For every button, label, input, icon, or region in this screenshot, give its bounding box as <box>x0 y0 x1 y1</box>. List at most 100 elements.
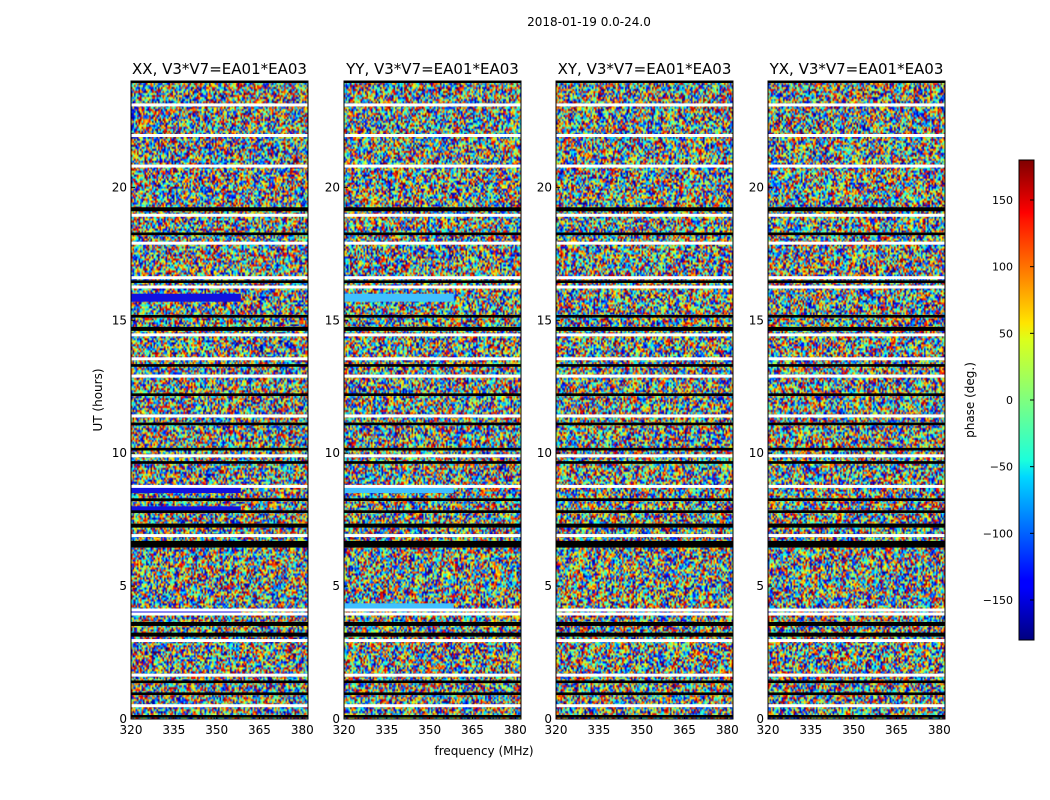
x-tick-label: 380 <box>291 723 314 737</box>
flagged-white-row <box>768 285 945 289</box>
panel-2: YY, V3*V7=EA01*EA03 320 335 350 365 380 0 5 10 15… <box>325 60 527 737</box>
calibrator-band <box>131 293 241 302</box>
flagged-white-row <box>131 534 308 538</box>
calibrator-band <box>344 603 454 611</box>
x-tick-label: 365 <box>885 723 908 737</box>
flagged-black-row <box>556 81 733 83</box>
flagged-white-row <box>768 241 945 245</box>
flagged-black-row <box>344 280 521 284</box>
flagged-white-row <box>768 414 945 418</box>
flagged-white-row <box>556 454 733 458</box>
flagged-black-row <box>344 81 521 83</box>
y-tick-label: 20 <box>537 180 552 194</box>
flagged-black-row <box>344 715 521 718</box>
panel-frame <box>130 80 309 720</box>
flagged-black-row <box>768 621 945 626</box>
flagged-black-row <box>344 540 521 548</box>
flagged-black-row <box>768 715 945 718</box>
flagged-black-row <box>131 715 308 718</box>
flagged-black-row <box>344 461 521 464</box>
flagged-white-row <box>556 534 733 538</box>
x-tick-label: 320 <box>757 723 780 737</box>
panel-title: XX, V3*V7=EA01*EA03 <box>132 60 307 78</box>
y-tick-label: 5 <box>332 579 340 593</box>
flagged-black-row <box>131 81 308 83</box>
x-tick-label: 335 <box>375 723 398 737</box>
calibrator-band <box>131 486 241 494</box>
flagged-white-row <box>131 285 308 289</box>
flagged-black-row <box>556 540 733 548</box>
flagged-black-row <box>344 680 521 684</box>
flagged-white-row <box>768 484 945 488</box>
x-tick-label: 365 <box>248 723 271 737</box>
flagged-white-row <box>344 534 521 538</box>
flagged-black-row <box>768 540 945 548</box>
flagged-black-row <box>344 314 521 318</box>
flagged-black-row <box>344 523 521 528</box>
flagged-white-row <box>131 454 308 458</box>
colorbar-tick-label: 100 <box>992 261 1013 274</box>
flagged-black-row <box>344 632 521 637</box>
flagged-white-row <box>131 164 308 168</box>
flagged-white-row <box>344 333 521 337</box>
flagged-white-row <box>131 133 308 137</box>
flagged-white-row <box>131 608 308 612</box>
y-tick-label: 0 <box>332 712 340 726</box>
flagged-white-row <box>768 333 945 337</box>
flagged-black-row <box>131 540 308 548</box>
flagged-white-row <box>131 213 308 217</box>
y-tick-label: 15 <box>325 313 340 327</box>
flagged-white-row <box>556 241 733 245</box>
y-axis-label: UT (hours) <box>91 368 105 431</box>
flagged-black-row <box>768 422 945 426</box>
flagged-black-row <box>344 692 521 696</box>
flagged-white-row <box>556 414 733 418</box>
flagged-white-row <box>344 241 521 245</box>
flagged-white-row <box>344 164 521 168</box>
flagged-black-row <box>768 232 945 236</box>
flagged-white-row <box>131 357 308 361</box>
y-tick-label: 0 <box>544 712 552 726</box>
flagged-black-row <box>344 621 521 626</box>
flagged-black-row <box>556 280 733 284</box>
colorbar-tick-label: −150 <box>983 594 1013 607</box>
flagged-black-row <box>556 632 733 637</box>
flagged-white-row <box>768 133 945 137</box>
flagged-white-row <box>556 608 733 612</box>
flagged-white-row <box>768 639 945 643</box>
flagged-black-row <box>556 393 733 397</box>
flagged-white-row <box>344 673 521 677</box>
flagged-black-row <box>344 364 521 367</box>
flagged-white-row <box>131 414 308 418</box>
x-tick-label: 320 <box>545 723 568 737</box>
x-tick-label: 335 <box>162 723 185 737</box>
flagged-black-row <box>131 280 308 284</box>
flagged-black-row <box>768 393 945 397</box>
panel-frame <box>767 80 946 720</box>
flagged-black-row <box>556 692 733 696</box>
flagged-black-row <box>131 422 308 426</box>
flagged-black-row <box>344 393 521 397</box>
calibrator-band <box>131 608 241 616</box>
colorbar-tick-label: −100 <box>983 527 1013 540</box>
y-tick-label: 15 <box>112 313 127 327</box>
flagged-white-row <box>344 374 521 378</box>
calibrator-band <box>344 293 454 302</box>
flagged-white-row <box>768 357 945 361</box>
flagged-black-row <box>131 364 308 367</box>
flagged-white-row <box>556 333 733 337</box>
flagged-white-row <box>556 639 733 643</box>
x-axis-label: frequency (MHz) <box>434 744 533 758</box>
flagged-black-row <box>131 680 308 684</box>
y-tick-label: 10 <box>749 446 764 460</box>
flagged-black-row <box>768 692 945 696</box>
flagged-white-row <box>556 357 733 361</box>
y-tick-label: 5 <box>544 579 552 593</box>
x-tick-label: 380 <box>504 723 527 737</box>
flagged-black-row <box>768 207 945 212</box>
flagged-black-row <box>768 523 945 528</box>
flagged-black-row <box>344 326 521 331</box>
flagged-black-row <box>768 364 945 367</box>
flagged-black-row <box>131 510 308 513</box>
